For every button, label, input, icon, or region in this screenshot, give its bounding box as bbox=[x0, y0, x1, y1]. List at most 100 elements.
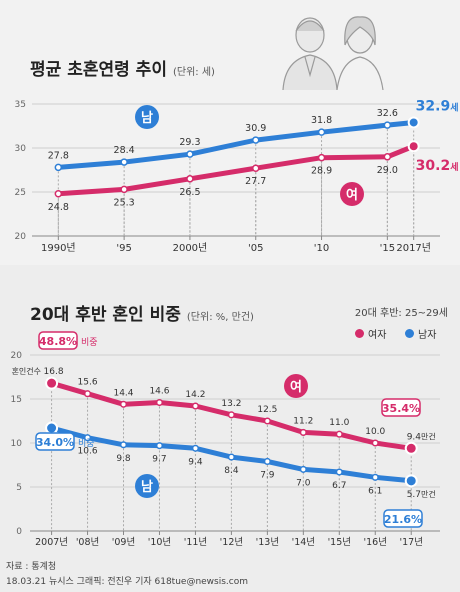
chart2-point bbox=[155, 398, 164, 407]
chart1-badge-female: 여 bbox=[340, 182, 364, 206]
chart2-male-end-share-box bbox=[383, 509, 423, 528]
chart1-data-label: 28.4 bbox=[114, 145, 135, 156]
chart2-male-end-share: 21.6% bbox=[383, 509, 423, 528]
chart1-badge-male-circle bbox=[135, 105, 159, 129]
bottom-panel bbox=[0, 265, 460, 592]
chart2-x-tick-label: '11년 bbox=[184, 537, 207, 548]
chart2-male-count-label: 9.4 bbox=[188, 457, 203, 467]
chart1-x-tick-label: 2000년 bbox=[173, 242, 208, 254]
chart2-female-start-share-suffix: 비중 bbox=[81, 337, 98, 348]
chart1-point bbox=[186, 150, 194, 158]
chart1-x-tick-label: '15 bbox=[380, 243, 395, 254]
legend-female: 여자 bbox=[355, 326, 386, 341]
chart2-male-start-share-box bbox=[35, 432, 75, 451]
chart2-male-count-label: 9.8 bbox=[116, 454, 131, 464]
chart2-point bbox=[263, 457, 271, 466]
chart1-unit-note: (단위: 세) bbox=[172, 67, 215, 78]
chart1-data-label: 29.3 bbox=[179, 137, 200, 148]
chart2-point bbox=[263, 417, 271, 425]
chart1-data-label: 25.3 bbox=[114, 197, 135, 208]
legend-male: 남자 bbox=[405, 326, 436, 341]
chart2-x-tick-label: '10년 bbox=[148, 537, 171, 548]
chart1-point bbox=[54, 163, 63, 172]
chart1-badge-male: 남 bbox=[135, 105, 159, 129]
legend-male-dot bbox=[405, 329, 414, 338]
chart2-y-tick-label: 5 bbox=[16, 483, 22, 493]
chart1-y-tick-label: 20 bbox=[15, 232, 27, 242]
chart2-female-start-share-value: 48.8% bbox=[39, 335, 77, 348]
legend-male-label: 남자 bbox=[418, 330, 437, 341]
chart2-point bbox=[191, 402, 199, 410]
chart2-male-count-label: 5.7만건 bbox=[407, 489, 436, 500]
chart1-point bbox=[120, 158, 128, 166]
chart1-point bbox=[317, 153, 326, 162]
chart1-data-label: 26.5 bbox=[179, 187, 200, 198]
chart2-female-count-label: 12.5 bbox=[257, 405, 277, 415]
chart1-x-tick-label: '10 bbox=[314, 243, 329, 254]
chart2-point bbox=[191, 444, 199, 452]
chart1-end-value: 32.9세 bbox=[416, 98, 459, 114]
chart2-female-count-label: 14.6 bbox=[149, 387, 169, 397]
chart2-x-tick-label: '16년 bbox=[364, 537, 387, 548]
chart2-point bbox=[404, 474, 418, 488]
chart2-female-start-share-box bbox=[38, 331, 78, 350]
chart1-x-tick-label: 1990년 bbox=[41, 242, 76, 254]
couple-illustration-icon bbox=[282, 16, 384, 90]
chart1-end-value: 30.2세 bbox=[416, 158, 459, 174]
chart1-data-label: 28.9 bbox=[311, 166, 332, 177]
chart2-x-tick-label: '13년 bbox=[256, 537, 279, 548]
chart1-badge-male-text: 남 bbox=[141, 110, 153, 126]
chart2-badge-male-circle bbox=[135, 474, 159, 498]
chart1-point bbox=[317, 128, 326, 136]
top-panel bbox=[0, 0, 460, 265]
chart2-x-tick-label: '09년 bbox=[112, 537, 135, 548]
credit-note: 18.03.21 뉴시스 그래픽: 전진우 기자 618tue@newsis.c… bbox=[6, 577, 249, 587]
chart2-male-count-label: 7.0 bbox=[296, 478, 311, 488]
chart2-male-start-share: 34.0% 비중 bbox=[35, 432, 95, 451]
chart2-point bbox=[299, 465, 307, 473]
legend-female-label: 여자 bbox=[368, 330, 387, 341]
chart2-male-end-share-value: 21.6% bbox=[384, 513, 422, 526]
chart2-x-tick-label: 2007년 bbox=[35, 537, 68, 548]
chart2-x-tick-label: '15년 bbox=[328, 537, 351, 548]
chart2-point bbox=[371, 473, 379, 481]
chart2-female-count-label: 10.0 bbox=[365, 427, 385, 437]
chart1-point bbox=[407, 140, 420, 153]
chart1-data-label: 30.9 bbox=[245, 123, 266, 134]
chart2-male-count-label: 10.6 bbox=[78, 447, 98, 457]
chart2-male-start-share-value: 34.0% bbox=[36, 436, 74, 449]
chart1-badge-female-circle bbox=[340, 182, 364, 206]
source-note: 자료 : 통계청 bbox=[6, 562, 57, 572]
chart2-point bbox=[335, 468, 343, 476]
chart1-y-tick-label: 35 bbox=[15, 100, 26, 110]
chart1-y-tick-label: 25 bbox=[15, 188, 26, 198]
age-range-note: 20대 후반: 25~29세 bbox=[354, 308, 448, 319]
chart2-x-tick-label: '17년 bbox=[400, 537, 423, 548]
chart1-point bbox=[251, 136, 260, 144]
chart1-x-tick-label: '05 bbox=[248, 243, 263, 254]
chart2-point bbox=[119, 400, 128, 408]
chart1-point bbox=[251, 164, 260, 172]
chart2-female-count-label: 14.2 bbox=[185, 390, 205, 400]
chart2-female-count-label: 혼인건수 16.8 bbox=[12, 366, 64, 377]
chart2-unit-note: (단위: %, 만건) bbox=[186, 312, 254, 323]
chart2-point bbox=[45, 376, 59, 390]
chart2-x-tick-label: '08년 bbox=[76, 537, 99, 548]
chart1-data-label: 31.8 bbox=[311, 115, 332, 126]
chart2-point bbox=[227, 453, 235, 461]
chart2-y-tick-label: 10 bbox=[11, 439, 23, 449]
chart2-point bbox=[227, 411, 235, 419]
chart2-y-tick-label: 15 bbox=[11, 395, 22, 405]
chart2-point bbox=[45, 421, 59, 435]
chart2-point bbox=[299, 428, 307, 436]
chart2-x-tick-label: '14년 bbox=[292, 537, 315, 548]
chart1-point bbox=[383, 121, 392, 129]
chart2-male-count-label: 8.4 bbox=[224, 466, 239, 476]
chart2-female-count-label: 9.4만건 bbox=[407, 431, 436, 442]
chart2-point bbox=[83, 390, 92, 398]
chart2-badge-female: 여 bbox=[284, 374, 308, 398]
chart2-badge-male-text: 남 bbox=[141, 479, 153, 495]
chart1-data-label: 29.0 bbox=[377, 165, 398, 176]
chart2-female-count-label: 15.6 bbox=[78, 378, 98, 388]
chart2-point bbox=[119, 441, 128, 449]
